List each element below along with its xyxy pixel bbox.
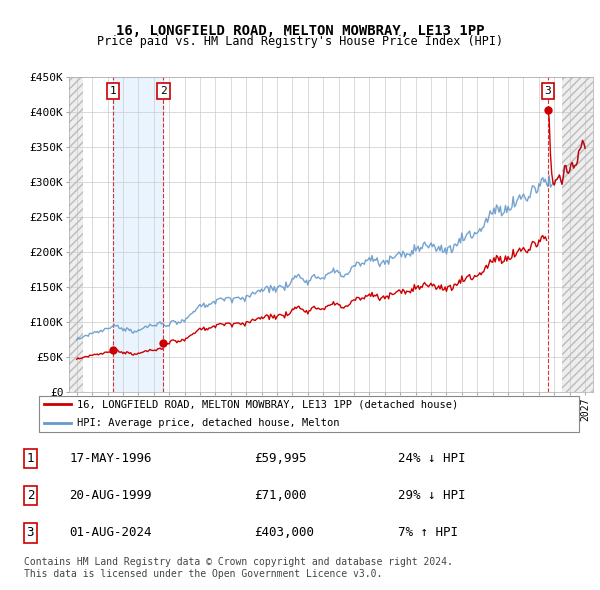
FancyBboxPatch shape bbox=[39, 395, 579, 432]
Text: 01-AUG-2024: 01-AUG-2024 bbox=[70, 526, 152, 539]
Text: 17-MAY-1996: 17-MAY-1996 bbox=[70, 452, 152, 465]
Text: 1: 1 bbox=[26, 452, 34, 465]
Text: 3: 3 bbox=[26, 526, 34, 539]
Text: This data is licensed under the Open Government Licence v3.0.: This data is licensed under the Open Gov… bbox=[24, 569, 382, 579]
Bar bbox=[113, 77, 163, 392]
Text: £403,000: £403,000 bbox=[254, 526, 314, 539]
Text: £59,995: £59,995 bbox=[254, 452, 307, 465]
Text: 20-AUG-1999: 20-AUG-1999 bbox=[70, 489, 152, 502]
Text: 2: 2 bbox=[160, 86, 167, 96]
Text: 24% ↓ HPI: 24% ↓ HPI bbox=[398, 452, 466, 465]
Text: Price paid vs. HM Land Registry's House Price Index (HPI): Price paid vs. HM Land Registry's House … bbox=[97, 35, 503, 48]
Text: 2: 2 bbox=[26, 489, 34, 502]
Bar bbox=[562, 77, 593, 392]
Bar bbox=[69, 77, 83, 392]
Text: 16, LONGFIELD ROAD, MELTON MOWBRAY, LE13 1PP (detached house): 16, LONGFIELD ROAD, MELTON MOWBRAY, LE13… bbox=[77, 399, 458, 409]
Bar bbox=[562, 77, 593, 392]
Text: £71,000: £71,000 bbox=[254, 489, 307, 502]
Text: 7% ↑ HPI: 7% ↑ HPI bbox=[398, 526, 458, 539]
Text: Contains HM Land Registry data © Crown copyright and database right 2024.: Contains HM Land Registry data © Crown c… bbox=[24, 557, 453, 567]
Text: HPI: Average price, detached house, Melton: HPI: Average price, detached house, Melt… bbox=[77, 418, 340, 428]
Text: 1: 1 bbox=[110, 86, 116, 96]
Text: 3: 3 bbox=[544, 86, 551, 96]
Text: 16, LONGFIELD ROAD, MELTON MOWBRAY, LE13 1PP: 16, LONGFIELD ROAD, MELTON MOWBRAY, LE13… bbox=[116, 24, 484, 38]
Bar bbox=[69, 77, 83, 392]
Text: 29% ↓ HPI: 29% ↓ HPI bbox=[398, 489, 466, 502]
